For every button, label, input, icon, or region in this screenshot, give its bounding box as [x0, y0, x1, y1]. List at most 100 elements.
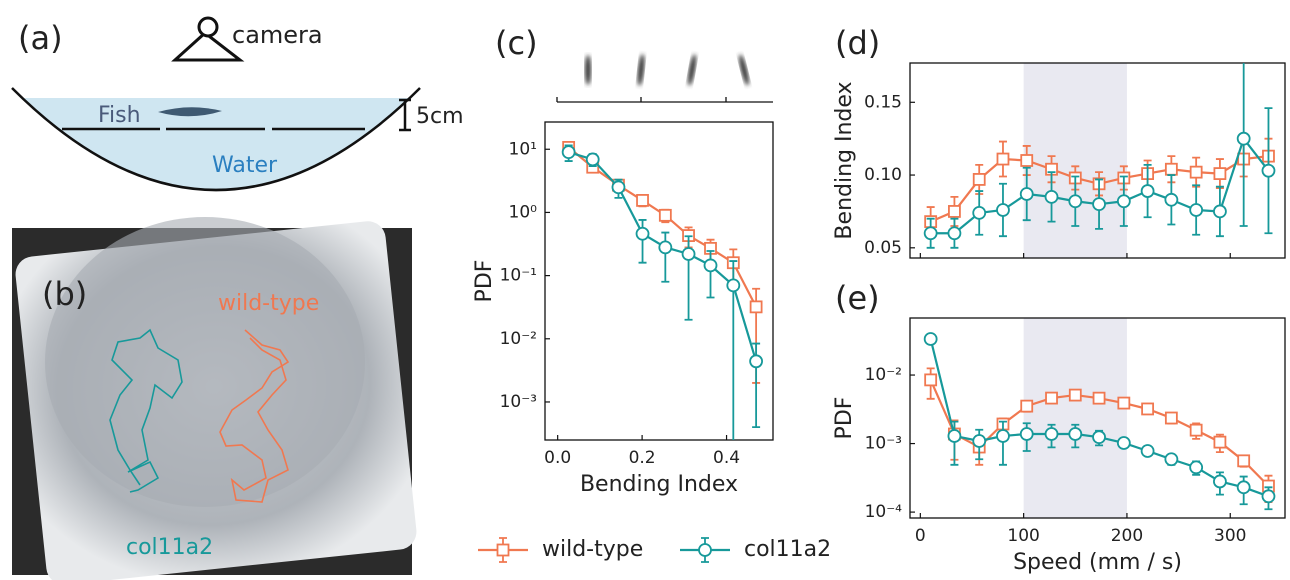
bowl	[11, 87, 421, 192]
dish-center	[45, 217, 365, 507]
camera-icon	[171, 31, 245, 62]
marker	[947, 429, 962, 443]
panel-label: (a)	[18, 19, 63, 57]
fish-label: Fish	[98, 103, 141, 128]
marker	[1068, 194, 1083, 209]
shaded-band	[1023, 318, 1127, 518]
marker	[1164, 452, 1179, 467]
marker	[1019, 427, 1034, 441]
marker	[1045, 391, 1058, 405]
marker	[1117, 396, 1131, 410]
y-tick-label: 10⁻¹	[500, 266, 537, 286]
fish-image	[637, 54, 645, 86]
marker	[1068, 388, 1082, 402]
marker	[635, 226, 650, 241]
marker	[923, 332, 938, 346]
water-label: Water	[212, 153, 278, 178]
y-tick-label: 0.05	[864, 238, 902, 258]
marker	[1189, 165, 1203, 179]
marker	[1261, 489, 1276, 504]
marker	[1044, 427, 1059, 441]
legend-label: wild-type	[542, 537, 643, 562]
legend-marker	[496, 543, 510, 557]
scale-label: 5cm	[416, 104, 464, 129]
plot-frame	[544, 121, 774, 441]
marker	[681, 247, 696, 261]
marker	[658, 240, 673, 255]
trajectory	[219, 329, 290, 503]
y-tick-label: 10⁻³	[500, 392, 537, 412]
x-tick-label: 200	[1111, 526, 1143, 546]
camera-lens	[197, 16, 219, 38]
y-tick-label: 10⁰	[509, 202, 538, 222]
y-axis-label: PDF	[472, 260, 497, 303]
x-tick-label: 0.0	[544, 448, 571, 468]
plot-frame	[909, 317, 1286, 519]
marker	[1236, 131, 1251, 146]
marker	[658, 208, 672, 222]
series	[561, 144, 764, 440]
marker	[923, 226, 938, 241]
marker	[1092, 430, 1106, 445]
marker	[726, 278, 741, 293]
fish-strip	[556, 54, 773, 103]
marker	[1068, 427, 1083, 441]
fish-image	[687, 54, 697, 86]
marker	[636, 194, 649, 207]
marker	[1213, 474, 1227, 489]
y-tick-label: 10⁻⁴	[865, 502, 903, 522]
trajectory-label: wild-type	[218, 291, 319, 316]
marker	[924, 373, 938, 387]
marker	[1044, 189, 1059, 204]
marker	[1140, 184, 1155, 198]
panel-label: (c)	[495, 24, 538, 62]
y-axis-label: PDF	[832, 397, 857, 440]
marker	[1189, 423, 1203, 437]
marker	[1237, 454, 1251, 468]
marker	[749, 300, 763, 314]
error-bar	[706, 250, 715, 299]
marker	[948, 205, 961, 218]
x-tick-label: 0	[915, 526, 926, 546]
y-tick-label: 10⁻²	[500, 329, 537, 349]
error-bar	[950, 420, 959, 466]
fish-shape	[158, 107, 222, 117]
marker	[996, 203, 1010, 217]
marker	[1164, 411, 1178, 425]
marker	[996, 429, 1010, 443]
marker	[1164, 162, 1178, 176]
marker	[1189, 203, 1204, 217]
error-bar	[729, 260, 738, 440]
marker	[1092, 197, 1106, 212]
y-axis-label: Bending Index	[832, 81, 857, 239]
marker	[1236, 480, 1251, 495]
y-tick-label: 10¹	[509, 139, 537, 159]
marker	[1164, 192, 1179, 207]
panel-label: (e)	[835, 279, 880, 317]
error-bar	[998, 420, 1007, 466]
x-axis-label: Bending Index	[580, 472, 738, 497]
marker	[1261, 163, 1276, 178]
scale-bar	[399, 98, 411, 132]
marker	[1019, 187, 1034, 201]
marker	[703, 258, 718, 273]
marker	[1213, 435, 1227, 449]
marker	[1189, 460, 1204, 475]
marker	[1092, 391, 1106, 405]
marker	[1020, 399, 1034, 413]
panel-label: (d)	[835, 24, 880, 62]
marker	[611, 180, 626, 195]
legend-label: col11a2	[744, 537, 831, 562]
x-axis-label: Speed (mm / s)	[1013, 550, 1182, 575]
camera-label: camera	[232, 21, 323, 49]
marker	[749, 354, 764, 369]
series	[923, 332, 1276, 511]
x-tick-label: 300	[1214, 526, 1246, 546]
error-bar	[661, 231, 670, 283]
marker	[972, 205, 987, 220]
fish-image	[585, 55, 591, 85]
marker	[585, 152, 600, 167]
strip-ticks	[556, 97, 727, 102]
shaded-band	[1023, 63, 1127, 258]
